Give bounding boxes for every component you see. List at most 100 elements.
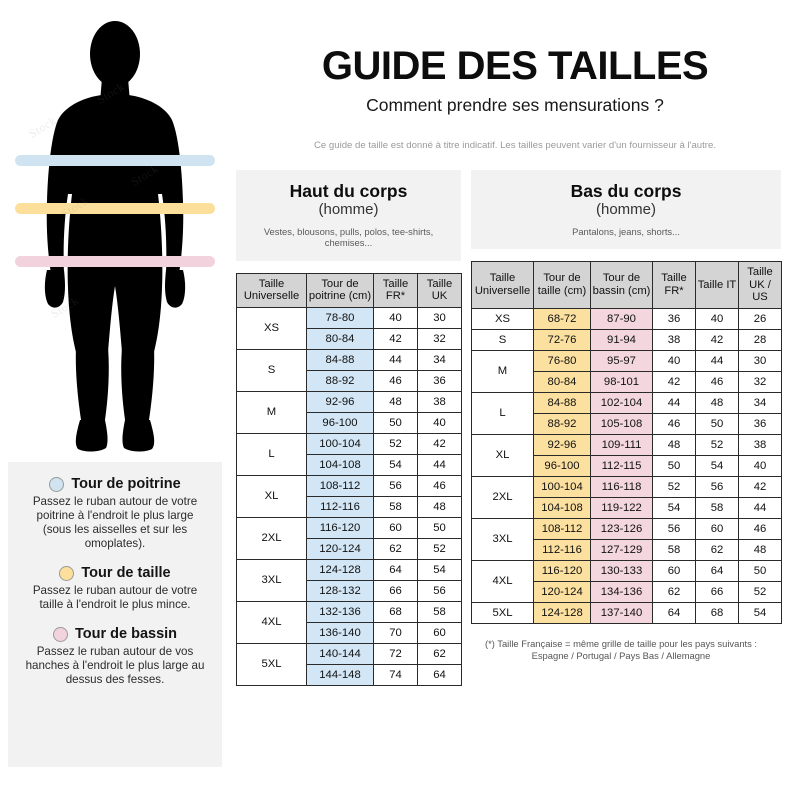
hips-measure-band xyxy=(15,256,215,267)
uk-size-cell: 32 xyxy=(417,327,462,350)
size-label-cell: M xyxy=(236,390,307,434)
table-row: 80-84 98-101 42 46 32 xyxy=(472,370,782,393)
table-row: XL 108-112 56 46 xyxy=(236,474,462,518)
table-row: 3XL 108-112 123-126 56 60 46 xyxy=(471,517,782,561)
chest-value-cell: 84-88 xyxy=(306,348,374,371)
hips-value-cell: 102-104 xyxy=(590,391,653,414)
fr-size-cell: 42 xyxy=(373,327,418,350)
fr-size-cell: 62 xyxy=(373,537,418,560)
it-size-cell: 42 xyxy=(695,328,739,351)
col-header-it: Taille IT xyxy=(695,261,739,309)
table-row: 136-140 70 60 xyxy=(237,621,462,644)
chest-value-cell: 128-132 xyxy=(306,579,374,602)
measurement-legend-panel: Tour de poitrine Passez le ruban autour … xyxy=(8,462,222,767)
chest-value-cell: 144-148 xyxy=(306,663,374,686)
chest-value-cell: 136-140 xyxy=(306,621,374,644)
table-row: 88-92 105-108 46 50 36 xyxy=(472,412,782,435)
fr-size-cell: 44 xyxy=(652,391,696,414)
it-size-cell: 54 xyxy=(695,454,739,477)
size-label-cell: 3XL xyxy=(236,558,307,602)
uk-us-size-cell: 42 xyxy=(738,475,782,498)
fr-size-cell: 48 xyxy=(373,390,418,413)
table-row: 80-84 42 32 xyxy=(237,327,462,350)
fr-size-cell: 42 xyxy=(652,370,696,393)
fr-size-cell: 58 xyxy=(652,538,696,561)
waist-value-cell: 104-108 xyxy=(533,496,591,519)
fr-size-cell: 54 xyxy=(652,496,696,519)
uk-us-size-cell: 54 xyxy=(738,601,782,624)
col-header-waist: Tour de taille (cm) xyxy=(533,261,591,309)
it-size-cell: 60 xyxy=(695,517,739,540)
fr-size-cell: 40 xyxy=(652,349,696,372)
it-size-cell: 56 xyxy=(695,475,739,498)
table-row: 128-132 66 56 xyxy=(237,579,462,602)
lower-table-body: XS 68-72 87-90 36 40 26 S 72-76 91-94 38 42 28 M 76-8… xyxy=(471,307,782,624)
uk-size-cell: 52 xyxy=(417,537,462,560)
waist-value-cell: 100-104 xyxy=(533,475,591,498)
it-size-cell: 48 xyxy=(695,391,739,414)
size-label-cell: 2XL xyxy=(236,516,307,560)
upper-table-header-row: Taille Universelle Tour de poitrine (cm)… xyxy=(236,272,462,308)
hips-value-cell: 123-126 xyxy=(590,517,653,540)
uk-size-cell: 36 xyxy=(417,369,462,392)
footnote-line-2: Espagne / Portugal / Pays Bas / Allemagn… xyxy=(531,649,711,661)
fr-size-cell: 64 xyxy=(652,601,696,624)
lower-body-card-header: Bas du corps (homme) Pantalons, jeans, s… xyxy=(471,170,781,250)
size-label-cell: 4XL xyxy=(236,600,307,644)
waist-value-cell: 76-80 xyxy=(533,349,591,372)
fr-size-cell: 72 xyxy=(373,642,418,665)
legend-waist-description: Passez le ruban autour de votre taille à… xyxy=(32,584,198,611)
left-column: Stock Stock Stock Stock Stock Tour de po… xyxy=(0,0,230,800)
chest-value-cell: 104-108 xyxy=(306,453,374,476)
table-row: 2XL 100-104 116-118 52 56 42 xyxy=(471,475,782,519)
fr-size-cell: 36 xyxy=(652,307,696,330)
main-column: GUIDE DES TAILLES Comment prendre ses me… xyxy=(230,0,800,800)
uk-us-size-cell: 48 xyxy=(738,538,782,561)
lower-body-subtitle: (homme) xyxy=(595,201,656,219)
legend-chest-title: Tour de poitrine xyxy=(71,476,181,492)
fr-size-cell: 50 xyxy=(652,454,696,477)
hips-value-cell: 119-122 xyxy=(590,496,653,519)
table-row: 3XL 124-128 64 54 xyxy=(236,558,462,602)
fr-size-cell: 60 xyxy=(373,516,418,539)
it-size-cell: 40 xyxy=(695,307,739,330)
uk-size-cell: 48 xyxy=(417,495,462,518)
waist-value-cell: 92-96 xyxy=(533,433,591,456)
upper-body-item-list: Vestes, blousons, pulls, polos, tee-shir… xyxy=(263,225,434,249)
uk-size-cell: 40 xyxy=(417,411,462,434)
table-row: L 84-88 102-104 44 48 34 xyxy=(471,391,782,435)
upper-body-title: Haut du corps xyxy=(289,181,408,202)
chest-value-cell: 132-136 xyxy=(306,600,374,623)
size-label-cell: XL xyxy=(471,433,534,477)
it-size-cell: 64 xyxy=(695,559,739,582)
table-row: 104-108 54 44 xyxy=(237,453,462,476)
hips-value-cell: 98-101 xyxy=(590,370,653,393)
table-row: 5XL 140-144 72 62 xyxy=(236,642,462,686)
uk-us-size-cell: 28 xyxy=(738,328,782,351)
fr-size-cell: 58 xyxy=(373,495,418,518)
col-header-universal-size: Taille Universelle xyxy=(471,261,534,309)
table-row: M 92-96 48 38 xyxy=(236,390,462,434)
uk-size-cell: 64 xyxy=(417,663,462,686)
fr-size-cell: 74 xyxy=(373,663,418,686)
chest-value-cell: 112-116 xyxy=(306,495,374,518)
hips-value-cell: 130-133 xyxy=(590,559,653,582)
hips-value-cell: 112-115 xyxy=(590,454,653,477)
uk-size-cell: 34 xyxy=(417,348,462,371)
fr-size-cell: 52 xyxy=(652,475,696,498)
hips-value-cell: 137-140 xyxy=(590,601,653,624)
uk-size-cell: 60 xyxy=(417,621,462,644)
chest-value-cell: 140-144 xyxy=(306,642,374,665)
chest-value-cell: 88-92 xyxy=(306,369,374,392)
size-label-cell: 5XL xyxy=(471,601,534,624)
legend-hips-title-row: Tour de bassin xyxy=(18,626,212,642)
uk-us-size-cell: 30 xyxy=(738,349,782,372)
table-row: 4XL 132-136 68 58 xyxy=(236,600,462,644)
uk-size-cell: 54 xyxy=(417,558,462,581)
male-body-silhouette xyxy=(44,21,186,452)
table-row: S 72-76 91-94 38 42 28 xyxy=(471,328,782,351)
lower-body-item-list: Pantalons, jeans, shorts... xyxy=(572,225,680,237)
uk-size-cell: 56 xyxy=(417,579,462,602)
upper-body-size-table: Taille Universelle Tour de poitrine (cm)… xyxy=(236,272,462,686)
fr-size-cell: 64 xyxy=(373,558,418,581)
